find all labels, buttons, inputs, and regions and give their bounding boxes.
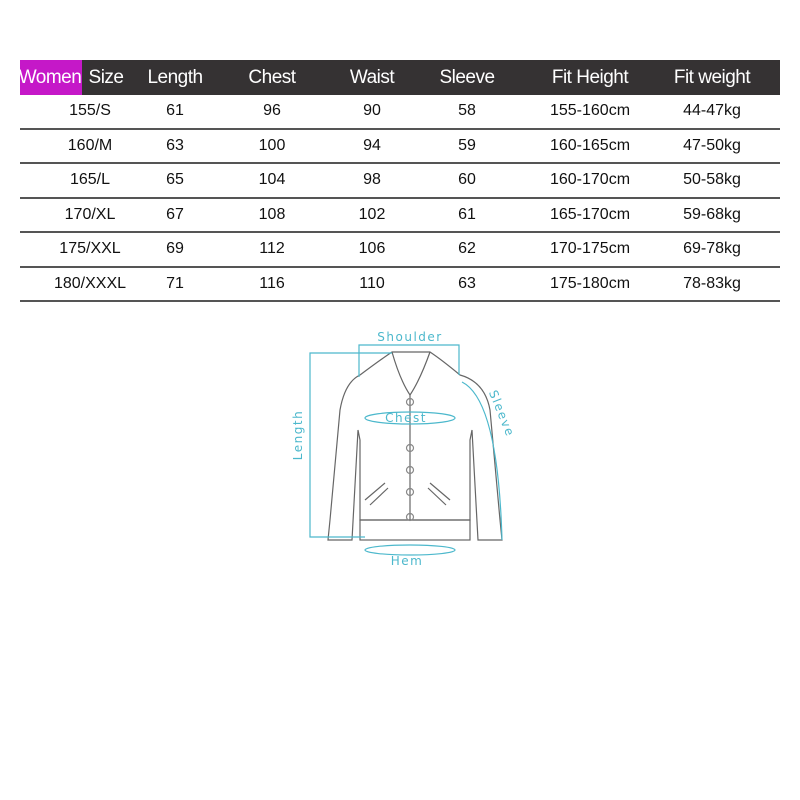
cell-sleeve: 63 <box>458 274 476 292</box>
cell-waist: 90 <box>363 102 381 119</box>
cell-length: 63 <box>166 136 184 154</box>
cell-waist: 94 <box>363 136 381 154</box>
cell-fit-weight: 69-78kg <box>683 240 741 257</box>
table-row: 160/M 63 100 94 59 160-165cm 47-50kg <box>20 130 780 164</box>
cell-chest: 100 <box>258 136 286 154</box>
table-row: 180/XXXL 71 116 110 63 175-180cm 78-83kg <box>20 268 780 302</box>
cell-size: 160/M <box>67 136 113 154</box>
header-women: Women <box>18 67 82 88</box>
cell-chest: 96 <box>263 102 281 119</box>
cell-fit-height: 160-170cm <box>549 171 631 188</box>
cell-waist: 110 <box>359 274 385 292</box>
cell-length: 67 <box>166 205 184 223</box>
cell-size: 180/XXXL <box>53 274 127 292</box>
cell-length: 71 <box>166 274 184 292</box>
cell-fit-height: 155-160cm <box>549 102 631 119</box>
cell-size: 170/XL <box>64 205 116 223</box>
hem-label: Hem <box>391 554 424 568</box>
header-size: Size <box>88 67 124 88</box>
table-row: 175/XXL 69 112 106 62 170-175cm 69-78kg <box>20 233 780 268</box>
header-fit-weight: Fit weight <box>673 67 751 88</box>
women-badge <box>20 60 82 95</box>
jacket-illustration: Shoulder Chest Hem Length Sleeve <box>291 330 517 568</box>
cell-fit-weight: 44-47kg <box>683 102 741 119</box>
table-row: 165/L 65 104 98 60 160-170cm 50-58kg <box>20 164 780 199</box>
cell-size: 155/S <box>69 102 111 119</box>
cell-sleeve: 58 <box>458 102 476 119</box>
cell-sleeve: 59 <box>458 136 476 154</box>
size-chart-table: Women Size Length Chest Waist Sleeve Fit… <box>18 60 780 302</box>
cell-waist: 106 <box>358 240 386 257</box>
cell-waist: 98 <box>363 171 381 188</box>
cell-size: 175/XXL <box>59 240 121 257</box>
cell-length: 69 <box>166 240 184 257</box>
table-header: Women Size Length Chest Waist Sleeve Fit… <box>18 60 780 95</box>
cell-fit-height: 160-165cm <box>549 136 631 154</box>
table-row: 170/XL 67 108 102 61 165-170cm 59-68kg <box>20 199 780 233</box>
cell-chest: 112 <box>259 240 285 257</box>
cell-fit-height: 175-180cm <box>549 274 631 292</box>
cell-size: 165/L <box>69 171 111 188</box>
cell-chest: 104 <box>258 171 286 188</box>
header-chest: Chest <box>248 67 296 88</box>
cell-sleeve: 61 <box>458 205 476 223</box>
length-label: Length <box>291 410 305 460</box>
cell-sleeve: 62 <box>458 240 476 257</box>
cell-sleeve: 60 <box>458 171 476 188</box>
header-length: Length <box>147 67 203 88</box>
cell-fit-height: 165-170cm <box>549 205 631 223</box>
cell-length: 65 <box>166 171 184 188</box>
header-waist: Waist <box>349 67 395 88</box>
cell-fit-weight: 47-50kg <box>683 136 741 154</box>
cell-length: 61 <box>166 102 184 119</box>
table-row: 155/S 61 96 90 58 155-160cm 44-47kg <box>20 95 780 130</box>
cell-fit-weight: 50-58kg <box>683 171 741 188</box>
chest-label: Chest <box>385 411 427 425</box>
cell-fit-weight: 78-83kg <box>683 274 741 292</box>
cell-waist: 102 <box>358 205 386 223</box>
cell-chest: 108 <box>258 205 286 223</box>
header-fit-height: Fit Height <box>551 67 629 88</box>
cell-chest: 116 <box>259 274 285 292</box>
jacket-measurement-diagram: Shoulder Chest Hem Length Sleeve <box>280 320 530 580</box>
shoulder-label: Shoulder <box>377 330 442 344</box>
cell-fit-height: 170-175cm <box>549 240 631 257</box>
cell-fit-weight: 59-68kg <box>683 205 741 223</box>
header-sleeve: Sleeve <box>439 67 495 88</box>
